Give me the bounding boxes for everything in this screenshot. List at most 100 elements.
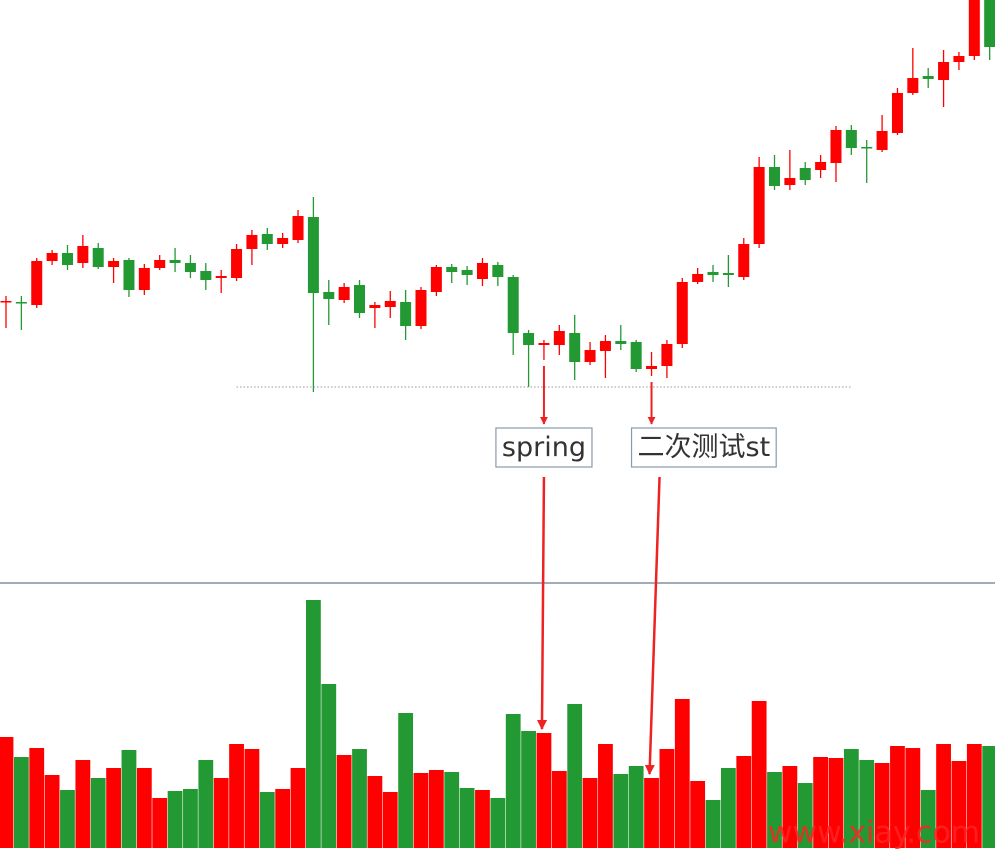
volume-bar (398, 713, 414, 848)
volume-bar (705, 800, 721, 848)
candle-body (154, 260, 166, 268)
volume-bar (152, 798, 168, 848)
volume-bar (982, 746, 995, 848)
candle-body (31, 261, 43, 305)
volume-bar (536, 733, 552, 848)
volume-bar (966, 744, 982, 848)
candle-body (77, 246, 89, 263)
candle-body (492, 265, 504, 277)
volume-bar (613, 774, 629, 848)
volume-bar (505, 714, 521, 848)
candle-body (769, 167, 780, 186)
volume-bar (352, 749, 367, 848)
candle-body (523, 333, 535, 345)
volume-bar (690, 781, 706, 848)
candle-body (569, 333, 581, 362)
candle-body (461, 270, 473, 275)
volume-bar (198, 760, 214, 848)
volume-bar (60, 790, 75, 848)
candle-body (292, 216, 304, 240)
candle-body (784, 178, 796, 185)
volume-bar (459, 788, 475, 848)
volume-bar (106, 768, 121, 848)
volume-bar (213, 778, 229, 848)
volume-bar (797, 783, 813, 848)
candle-body (400, 302, 412, 326)
candle-body (922, 76, 934, 79)
candle-body (169, 260, 181, 263)
volume-bar (628, 766, 644, 848)
candle-body (338, 287, 350, 300)
candle-body (646, 366, 658, 369)
volume-bar (890, 746, 905, 848)
annotation-arrow (644, 476, 661, 775)
candle-body (184, 263, 196, 272)
volume-bar (475, 790, 490, 848)
volume-bar (444, 772, 460, 848)
candle-body (323, 292, 335, 299)
candle-body (753, 167, 765, 244)
volume-bar (951, 761, 967, 848)
candle-body (876, 131, 888, 150)
candle-body (891, 93, 903, 133)
candle-body (246, 235, 258, 249)
candle-body (61, 253, 73, 265)
candle-body (200, 271, 212, 280)
candle-body (231, 249, 243, 278)
annotation-box (495, 427, 593, 468)
candle-body (92, 248, 104, 267)
candle-body (599, 341, 611, 351)
candle-body (615, 341, 627, 344)
candle-body (845, 130, 857, 148)
annotation-label: spring (502, 432, 586, 463)
candle-body (968, 0, 980, 56)
candle-body (215, 276, 227, 278)
volume-bar (782, 766, 798, 848)
candle-body (415, 290, 427, 326)
volume-bar (521, 731, 536, 848)
volume-bar (44, 775, 60, 848)
volume-bar (874, 763, 890, 848)
volume-bar (382, 792, 398, 848)
watermark: www.xiay.com (768, 816, 980, 851)
candle-body (861, 147, 873, 149)
volume-bar (551, 771, 567, 848)
volume-bar (674, 699, 690, 848)
volume-bar (659, 749, 675, 848)
candle-body (815, 162, 827, 170)
volume-bar (75, 760, 91, 848)
volume-bar (306, 600, 321, 848)
volume-bar (736, 756, 752, 848)
candle-body (953, 56, 965, 62)
candle-body (630, 342, 642, 369)
candle-body (261, 234, 273, 244)
volume-bar (183, 789, 198, 848)
volume-bar (259, 792, 275, 848)
candle-body (707, 272, 719, 275)
volume-bar (413, 773, 429, 848)
candle-body (830, 130, 842, 163)
volume-bar (121, 750, 137, 848)
annotation-box (630, 427, 777, 468)
annotation-arrow (537, 476, 548, 730)
candle-body (108, 261, 120, 267)
candle-body (507, 277, 519, 333)
volume-bar (29, 748, 45, 848)
candle-body (907, 78, 919, 93)
volume-bar (598, 744, 613, 848)
candle-body (123, 260, 135, 290)
candle-body (15, 302, 27, 304)
annotation-label: 二次测试st (638, 432, 771, 463)
volume-bar (13, 757, 29, 848)
candle-body (277, 238, 289, 244)
volume-bar (90, 778, 106, 848)
candle-body (661, 344, 673, 366)
candle-body (307, 217, 319, 293)
volume-bar (751, 701, 767, 848)
candle-body (354, 285, 366, 313)
candle-body (476, 263, 488, 279)
volume-bar (767, 772, 782, 848)
volume-bar (843, 749, 859, 848)
volume-bar (490, 798, 506, 848)
volume-bar (336, 755, 352, 848)
